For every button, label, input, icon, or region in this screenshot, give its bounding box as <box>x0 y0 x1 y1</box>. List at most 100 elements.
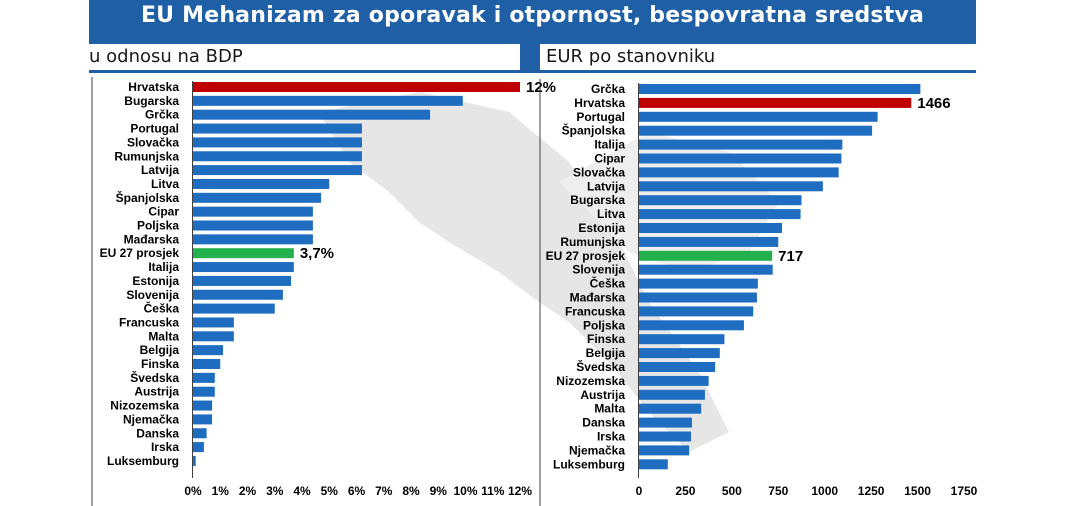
category-label: Slovenija <box>126 288 179 302</box>
x-tick-label: 0% <box>184 484 202 498</box>
category-label: Cipar <box>148 205 179 219</box>
category-label: Francuska <box>119 315 179 329</box>
chart-title: EU Mehanizam za oporavak i otpornost, be… <box>140 3 925 28</box>
bar <box>193 275 292 286</box>
x-tick-label: 3% <box>266 484 284 498</box>
data-label: 12% <box>526 79 556 96</box>
category-label: Nizozemska <box>110 399 179 413</box>
bar <box>639 320 744 331</box>
x-tick-label: 1000 <box>811 484 838 498</box>
bar <box>639 431 691 442</box>
bar <box>193 359 221 369</box>
category-label: Estonija <box>578 221 625 235</box>
bar <box>639 111 878 122</box>
category-label: Estonija <box>132 274 179 288</box>
category-label: Cipar <box>594 152 625 166</box>
category-label: Italija <box>594 138 625 152</box>
category-label: Litva <box>151 177 179 191</box>
bar <box>639 417 692 428</box>
bar <box>193 317 234 328</box>
data-label: 1466 <box>917 95 950 112</box>
bar <box>193 303 275 314</box>
x-tick-label: 6% <box>348 484 366 498</box>
bar <box>639 195 802 206</box>
bar <box>193 165 362 176</box>
category-label: Slovačka <box>127 135 179 149</box>
category-label: Rumunjska <box>114 149 179 163</box>
bar <box>639 250 773 261</box>
bar <box>193 192 322 203</box>
bar <box>193 262 294 273</box>
bar <box>639 167 839 178</box>
category-label: Irska <box>151 440 179 454</box>
category-label: Slovenija <box>572 263 625 277</box>
x-tick-label: 9% <box>430 484 448 498</box>
category-label: Rumunjska <box>560 235 625 249</box>
bar <box>193 95 463 106</box>
bar <box>193 82 520 92</box>
bar <box>639 334 725 345</box>
category-label: Njemačka <box>569 443 625 457</box>
category-label: Austrija <box>134 385 179 399</box>
bar <box>639 348 720 359</box>
bar <box>193 442 204 453</box>
x-tick-label: 2% <box>239 484 257 498</box>
bar <box>193 386 215 397</box>
category-label: Grčka <box>591 82 625 96</box>
x-tick-label: 1750 <box>951 484 978 498</box>
x-tick-label: 500 <box>722 484 742 498</box>
bar <box>639 403 702 414</box>
category-label: Belgija <box>140 343 180 357</box>
category-label: Mađarska <box>124 232 180 246</box>
category-label: Španjolska <box>116 190 180 205</box>
bar <box>193 123 362 134</box>
category-label: Belgija <box>586 346 626 360</box>
category-label: Italija <box>148 260 179 274</box>
bar <box>193 372 215 383</box>
bar <box>639 181 823 192</box>
data-label: 717 <box>778 248 803 265</box>
bar <box>639 139 843 150</box>
category-label: Portugal <box>130 122 179 136</box>
category-label: Mađarska <box>570 291 626 305</box>
bar <box>193 234 313 245</box>
category-label: Luksemburg <box>553 457 625 471</box>
category-label: Danska <box>136 426 179 440</box>
category-label: Latvija <box>587 179 625 193</box>
x-tick-label: 1% <box>212 484 230 498</box>
category-label: Nizozemska <box>556 374 625 388</box>
bar <box>639 125 873 136</box>
x-tick-label: 10% <box>453 484 477 498</box>
x-tick-label: 1500 <box>904 484 931 498</box>
bar <box>193 109 431 120</box>
x-tick-label: 11% <box>481 484 505 498</box>
bar <box>639 362 716 372</box>
category-label: Finska <box>587 332 625 346</box>
category-label: Bugarska <box>570 193 625 207</box>
bar <box>193 345 223 356</box>
right-chart-subtitle: EUR po stanovniku <box>540 44 982 70</box>
x-tick-label: 1250 <box>858 484 885 498</box>
data-label: 3,7% <box>300 245 334 262</box>
bar <box>193 137 362 148</box>
bar <box>639 292 757 303</box>
category-label: Austrija <box>580 388 625 402</box>
x-tick-label: 8% <box>402 484 420 498</box>
bar <box>193 400 213 411</box>
category-label: Češka <box>144 301 180 316</box>
category-label: Švedska <box>576 359 625 374</box>
bar <box>639 445 690 456</box>
bar <box>639 389 705 400</box>
category-label: Malta <box>148 329 179 343</box>
category-label: EU 27 prosjek <box>546 249 626 263</box>
bar <box>639 223 782 233</box>
bar <box>193 455 196 466</box>
x-tick-label: 250 <box>675 484 695 498</box>
category-label: Irska <box>597 430 625 444</box>
category-label: Malta <box>594 402 625 416</box>
left-chart-subtitle: u odnosu na BDP <box>89 44 520 70</box>
category-label: Danska <box>582 416 625 430</box>
category-label: Finska <box>141 357 179 371</box>
